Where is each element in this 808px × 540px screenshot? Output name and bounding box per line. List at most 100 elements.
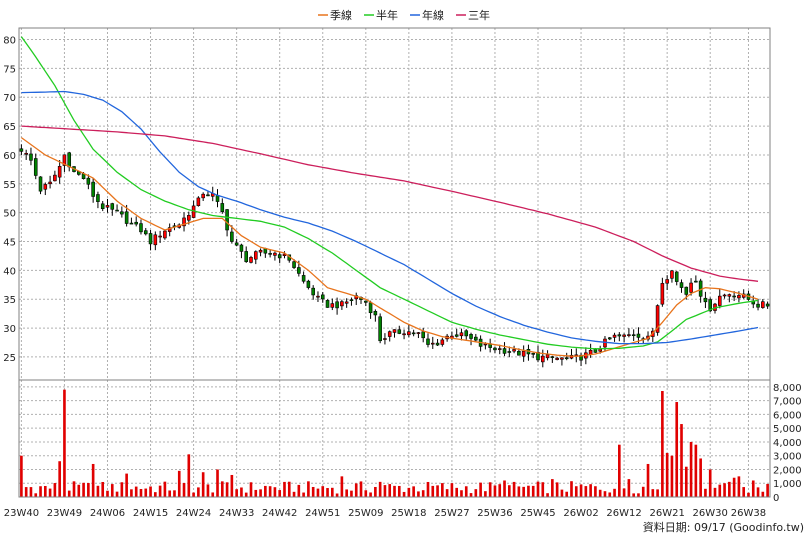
volume-bar: [321, 486, 325, 497]
candle-body: [364, 300, 368, 303]
candle-body: [43, 184, 48, 190]
volume-bar: [201, 472, 205, 497]
volume-bar: [723, 483, 726, 497]
candle-body: [182, 217, 186, 227]
candle-body: [239, 244, 244, 252]
volume-bar: [96, 485, 100, 497]
candle-body: [244, 251, 248, 262]
volume-tick-label: 5,000: [773, 424, 802, 435]
x-tick-label: 26W38: [731, 508, 766, 519]
volume-bar: [307, 481, 310, 497]
volume-bar: [498, 484, 502, 497]
candle-body: [517, 350, 521, 356]
candle-body: [402, 333, 406, 336]
volume-bar: [29, 487, 33, 497]
volume-bar: [737, 476, 741, 497]
volume-bar: [264, 485, 267, 497]
x-tick-label: 25W18: [391, 508, 426, 519]
volume-bar: [699, 458, 702, 497]
candle-body: [100, 203, 105, 210]
volume-bar: [584, 486, 588, 497]
volume-bar: [704, 488, 707, 497]
candlesticks: [19, 144, 770, 368]
candle-body: [96, 194, 100, 202]
candle-body: [301, 275, 306, 282]
volume-bar: [316, 488, 320, 497]
candle-body: [277, 254, 282, 259]
x-tick-label: 26W12: [606, 508, 641, 519]
price-tick-label: 40: [3, 266, 16, 277]
volume-bar: [240, 487, 243, 497]
volume-bar: [67, 490, 71, 497]
candle-body: [722, 294, 727, 297]
volume-bar: [173, 490, 176, 497]
volume-bar: [560, 489, 564, 497]
price-tick-label: 25: [3, 353, 16, 364]
volume-bar: [106, 490, 109, 497]
volume-bar: [110, 484, 114, 497]
volume-axis: 0 1,000 2,000 3,000 4,000 5,000 6,000 7,000 8,00…: [773, 383, 802, 504]
x-tick-label: 25W27: [434, 508, 469, 519]
candle-body: [349, 299, 354, 302]
volume-bar: [766, 483, 769, 497]
candle-body: [474, 336, 478, 341]
volume-bar: [455, 487, 459, 497]
volume-bar: [574, 486, 578, 497]
volume-bar: [397, 485, 401, 497]
volume-bar: [225, 482, 229, 497]
series-line: [21, 90, 759, 345]
volume-bar: [503, 480, 506, 497]
volume-bar: [488, 482, 492, 497]
volume-tick-label: 0: [773, 493, 779, 504]
price-tick-label: 55: [3, 180, 16, 191]
candle-body: [679, 282, 684, 288]
volume-bar: [718, 484, 722, 497]
candle-body: [670, 270, 674, 279]
volume-bar: [570, 481, 573, 497]
volume-bar: [48, 488, 52, 497]
x-tick-label: 24W15: [133, 508, 168, 519]
volume-bar: [144, 488, 148, 497]
candle-body: [153, 234, 158, 246]
volume-bar: [412, 486, 415, 497]
volume-tick-label: 3,000: [773, 452, 802, 463]
candle-body: [756, 303, 760, 308]
volume-bar: [393, 485, 396, 497]
volume-bar: [551, 479, 554, 497]
volume-bar: [58, 461, 61, 497]
candle-body: [344, 301, 349, 304]
volume-bar: [670, 455, 674, 497]
volume-bar: [211, 492, 215, 497]
candle-body: [105, 205, 110, 208]
volume-bar: [536, 481, 540, 497]
volume-bar: [684, 466, 688, 497]
volume-bar: [383, 485, 387, 497]
candle-body: [29, 153, 33, 161]
volume-bar: [311, 486, 315, 497]
candle-body: [383, 338, 387, 340]
candle-body: [660, 283, 665, 305]
volume-bar: [345, 489, 348, 497]
volume-bar: [732, 477, 736, 497]
candle-body: [636, 333, 641, 338]
volume-bar: [340, 476, 344, 497]
candle-body: [215, 195, 220, 202]
volume-bar: [431, 485, 435, 497]
candle-body: [67, 152, 72, 168]
volume-bar: [637, 493, 640, 497]
candle-body: [187, 215, 191, 221]
volume-bar: [206, 484, 210, 497]
volume-bar: [565, 491, 569, 497]
candle-body: [550, 356, 555, 358]
volume-bar: [608, 492, 612, 497]
x-tick-label: 24W24: [176, 508, 211, 519]
volume-bar: [39, 486, 42, 497]
volume-bar: [249, 482, 253, 497]
price-tick-label: 70: [3, 93, 16, 104]
volume-tick-label: 2,000: [773, 465, 802, 476]
volume-tick-label: 7,000: [773, 397, 802, 408]
candle-body: [292, 261, 296, 268]
volume-bar: [326, 488, 329, 497]
x-tick-label: 23W49: [47, 508, 82, 519]
